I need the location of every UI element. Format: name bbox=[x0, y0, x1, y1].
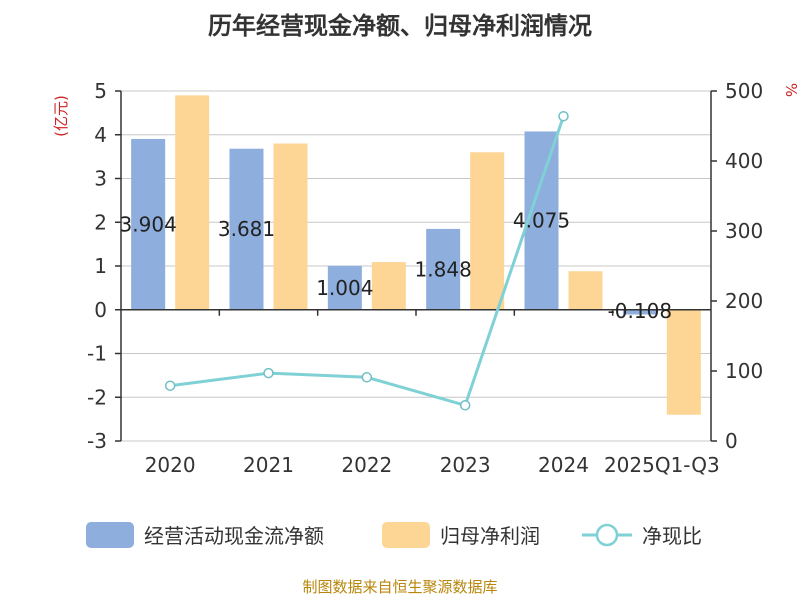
cash-flow-data-label: 4.075 bbox=[513, 209, 570, 233]
ratio-point bbox=[459, 400, 471, 411]
left-axis-tick-label: 5 bbox=[94, 79, 107, 103]
ratio-point bbox=[164, 380, 176, 391]
left-axis-tick-label: 1 bbox=[94, 254, 107, 278]
net-profit-bar bbox=[273, 143, 308, 310]
left-axis-tick-label: -2 bbox=[87, 385, 107, 409]
grid-lines bbox=[121, 90, 711, 442]
cash-flow-data-label: -0.108 bbox=[608, 299, 672, 323]
right-axis-tick-label: 500 bbox=[725, 79, 763, 103]
right-axis-tick-label: 400 bbox=[725, 149, 763, 173]
cash-flow-bar bbox=[622, 309, 657, 315]
bars bbox=[131, 95, 701, 415]
legend-swatch-ratio-marker bbox=[595, 523, 619, 547]
ratio-point bbox=[263, 367, 274, 379]
axes: -3 -2 -1 0 1 2 3 4 5 0 100 200 300 400 500 2020 2021 2022… bbox=[87, 79, 763, 477]
net-profit-bar bbox=[175, 95, 210, 310]
x-axis-tick-label: 2022 bbox=[341, 453, 392, 477]
ratio-line bbox=[164, 110, 569, 411]
right-axis-tick-label: 0 bbox=[725, 429, 738, 453]
ratio-point bbox=[558, 110, 569, 122]
cash-flow-bar bbox=[131, 138, 166, 310]
right-axis-tick-label: 300 bbox=[725, 219, 763, 243]
left-axis-tick-label: -1 bbox=[87, 342, 107, 366]
legend-label-cash: 经营活动现金流净额 bbox=[144, 524, 324, 548]
x-axis-tick-label: 2021 bbox=[243, 453, 294, 477]
cash-flow-bar bbox=[327, 265, 362, 310]
right-axis-tick-label: 200 bbox=[725, 289, 763, 313]
legend: 经营活动现金流净额 归母净利润 净现比 bbox=[86, 522, 702, 548]
x-axis-tick-label: 2024 bbox=[538, 453, 589, 477]
cash-flow-data-label: 1.004 bbox=[316, 276, 373, 300]
left-axis-tick-label: 4 bbox=[94, 123, 107, 147]
chart-title: 历年经营现金净额、归母净利润情况 bbox=[208, 12, 592, 40]
ratio-point bbox=[361, 372, 373, 383]
cash-flow-data-label: 1.848 bbox=[415, 257, 472, 281]
x-axis-tick-label: 2023 bbox=[440, 453, 491, 477]
cash-flow-bar bbox=[229, 148, 264, 310]
left-axis-tick-label: 2 bbox=[94, 210, 107, 234]
left-axis-tick-label: 0 bbox=[94, 298, 107, 322]
legend-label-profit: 归母净利润 bbox=[440, 524, 540, 548]
cash-flow-bar bbox=[524, 131, 559, 310]
net-profit-bar bbox=[470, 152, 505, 310]
net-profit-bar bbox=[371, 262, 406, 310]
left-axis-unit: (亿元) bbox=[52, 95, 70, 137]
legend-label-ratio: 净现比 bbox=[642, 524, 702, 548]
net-profit-bar bbox=[568, 271, 603, 310]
x-axis-tick-label: 2020 bbox=[145, 453, 196, 477]
cash-flow-data-label: 3.681 bbox=[218, 217, 275, 241]
net-profit-bar bbox=[666, 309, 701, 415]
data-labels: 3.904 3.681 1.004 1.848 4.075 -0.108 bbox=[120, 209, 673, 323]
legend-swatch-profit bbox=[382, 522, 430, 548]
right-axis-tick-label: 100 bbox=[725, 359, 763, 383]
right-axis-unit: % bbox=[782, 83, 800, 97]
x-axis-tick-label: 2025Q1-Q3 bbox=[604, 453, 720, 477]
legend-swatch-cash bbox=[86, 522, 134, 548]
cash-flow-bar bbox=[426, 228, 461, 310]
ratio-line-path bbox=[169, 115, 565, 407]
left-axis-tick-label: 3 bbox=[94, 167, 107, 191]
source-note: 制图数据来自恒生聚源数据库 bbox=[302, 578, 497, 596]
left-axis-tick-label: -3 bbox=[87, 429, 107, 453]
cash-flow-data-label: 3.904 bbox=[120, 212, 177, 236]
